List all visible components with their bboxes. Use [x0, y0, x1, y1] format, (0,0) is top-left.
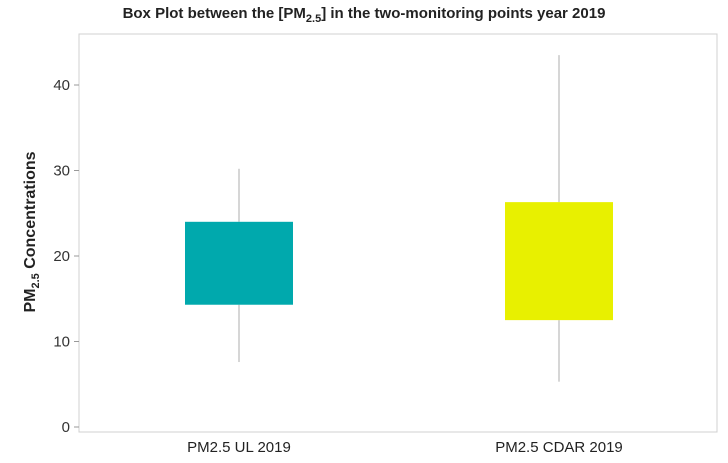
- category-label: PM2.5 CDAR 2019: [495, 439, 623, 456]
- category-label: PM2.5 UL 2019: [187, 439, 291, 456]
- box: [185, 221, 293, 305]
- x-axis: PM2.5 UL 2019 PM2.5 CDAR 2019: [187, 439, 623, 456]
- chart-title: Box Plot between the [PM2.5] in the two-…: [0, 5, 728, 25]
- y-tick-label: 10: [53, 334, 70, 351]
- box: [505, 202, 613, 321]
- plot-area-frame: [78, 33, 718, 433]
- y-tick-label: 30: [53, 163, 70, 180]
- title-suffix: ] in the two-monitoring points year 2019: [321, 5, 606, 22]
- y-tick-label: 0: [62, 419, 70, 436]
- title-prefix: Box Plot between the [PM: [122, 5, 306, 22]
- box-series: [185, 55, 613, 382]
- y-axis: 0 10 20 30 40: [53, 77, 79, 436]
- y-tick-label: 20: [53, 248, 70, 265]
- y-tick-label: 40: [53, 77, 70, 94]
- title-subscript: 2.5: [305, 13, 322, 25]
